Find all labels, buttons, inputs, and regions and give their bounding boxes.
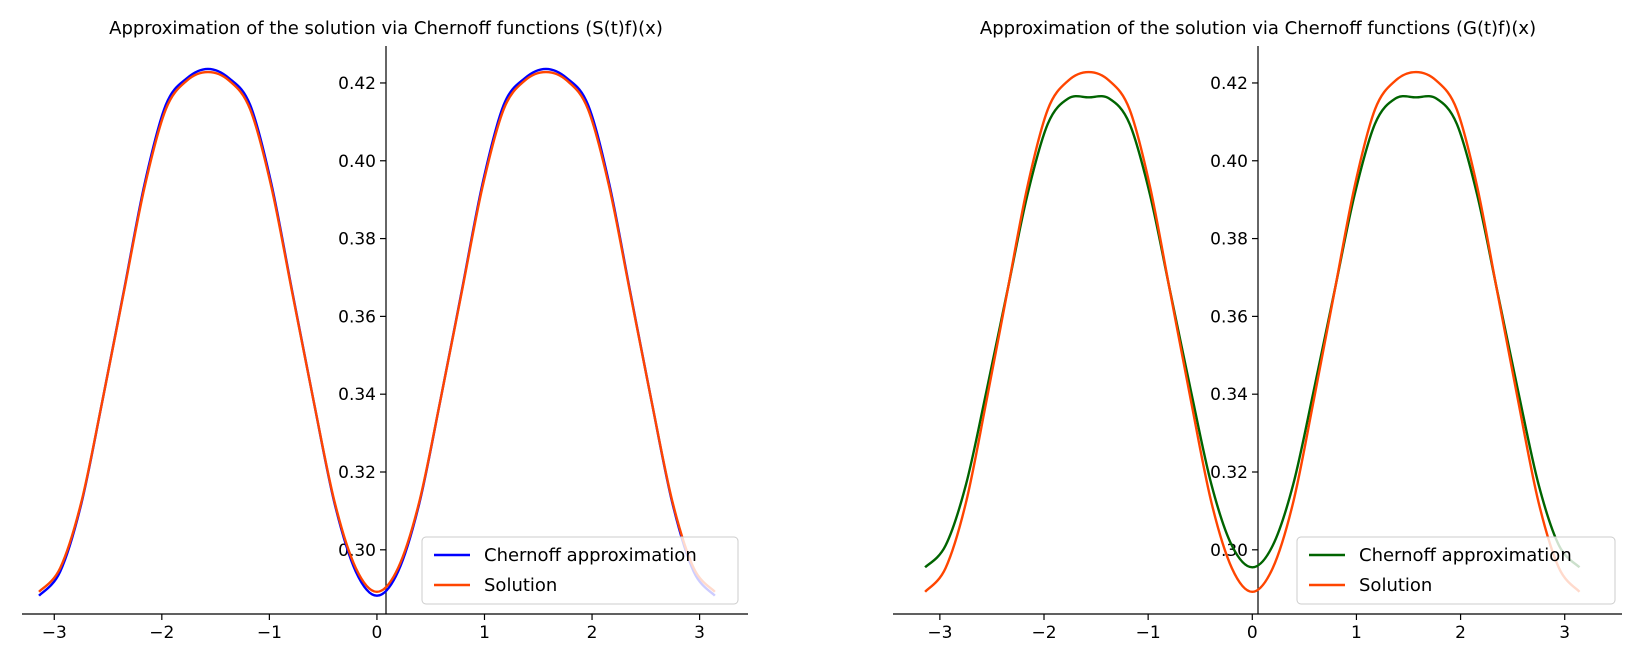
- y-tick-label: 0.36: [338, 307, 376, 327]
- x-tick-label: 1: [1351, 623, 1362, 643]
- y-tick-label: 0.38: [338, 230, 376, 250]
- y-tick-label: 0.40: [338, 152, 376, 172]
- legend-label: Solution: [1359, 575, 1432, 596]
- x-tick-label: 3: [1559, 623, 1570, 643]
- x-tick-label: 0: [372, 623, 383, 643]
- x-tick-label: 1: [479, 623, 490, 643]
- y-tick-label: 0.40: [1210, 152, 1248, 172]
- y-tick-label: 0.36: [1210, 307, 1248, 327]
- x-tick-label: 0: [1247, 623, 1258, 643]
- legend-label: Chernoff approximation: [1359, 545, 1572, 566]
- chart-panel-left: Approximation of the solution via Cherno…: [22, 18, 748, 643]
- chart-title-left: Approximation of the solution via Cherno…: [109, 18, 663, 39]
- chart-title-right: Approximation of the solution via Cherno…: [980, 18, 1536, 39]
- y-tick-label: 0.34: [338, 385, 376, 405]
- x-tick-label: −3: [927, 623, 952, 643]
- legend-label: Solution: [484, 575, 557, 596]
- legend-label: Chernoff approximation: [484, 545, 697, 566]
- x-tick-label: −1: [257, 623, 282, 643]
- x-tick-label: −2: [149, 623, 174, 643]
- y-tick-label: 0.42: [338, 74, 376, 94]
- legend-box: [1296, 536, 1616, 605]
- legend-left: Chernoff approximation Solution: [421, 536, 739, 605]
- x-tick-label: 3: [694, 623, 705, 643]
- legend-right: Chernoff approximation Solution: [1296, 536, 1616, 605]
- y-tick-label: 0.32: [1210, 463, 1248, 483]
- y-tick-label: 0.30: [338, 541, 376, 561]
- series-line-chernoff-approximation: [38, 67, 716, 597]
- x-tick-label: 2: [1455, 623, 1466, 643]
- series-line-chernoff-approximation: [924, 95, 1581, 569]
- y-tick-label: 0.34: [1210, 385, 1248, 405]
- x-tick-label: −1: [1136, 623, 1161, 643]
- x-tick-label: −2: [1031, 623, 1056, 643]
- series-line-solution: [38, 70, 716, 594]
- y-tick-label: 0.42: [1210, 74, 1248, 94]
- x-tick-label: −3: [42, 623, 67, 643]
- y-tick-label: 0.32: [338, 463, 376, 483]
- y-tick-label: 0.38: [1210, 230, 1248, 250]
- chart-panel-right: Approximation of the solution via Cherno…: [893, 18, 1622, 643]
- series-line-solution: [924, 70, 1581, 594]
- x-tick-label: 2: [587, 623, 598, 643]
- y-tick-label: 0.30: [1210, 541, 1248, 561]
- legend-box: [421, 536, 739, 605]
